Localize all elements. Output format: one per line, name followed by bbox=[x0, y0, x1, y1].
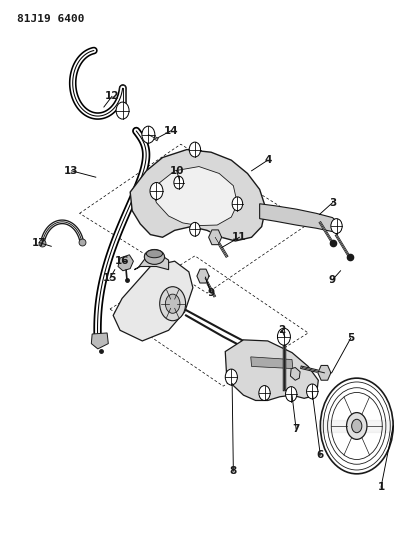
Circle shape bbox=[232, 197, 242, 211]
Circle shape bbox=[149, 182, 162, 199]
Text: 4: 4 bbox=[263, 155, 271, 165]
Text: 12: 12 bbox=[104, 91, 119, 101]
Polygon shape bbox=[91, 333, 108, 349]
Circle shape bbox=[225, 369, 237, 385]
Circle shape bbox=[159, 287, 185, 321]
Circle shape bbox=[189, 142, 200, 157]
Circle shape bbox=[346, 413, 366, 439]
Text: 3: 3 bbox=[328, 198, 335, 208]
Circle shape bbox=[189, 222, 200, 236]
Text: 11: 11 bbox=[232, 232, 246, 243]
Circle shape bbox=[330, 219, 341, 233]
Text: 1: 1 bbox=[377, 482, 384, 492]
Ellipse shape bbox=[144, 249, 164, 264]
Polygon shape bbox=[130, 150, 265, 241]
Text: 13: 13 bbox=[64, 166, 79, 176]
Polygon shape bbox=[196, 269, 209, 283]
Circle shape bbox=[258, 385, 269, 400]
Circle shape bbox=[285, 386, 296, 401]
Text: 2: 2 bbox=[277, 325, 285, 335]
Circle shape bbox=[277, 328, 290, 345]
Polygon shape bbox=[208, 230, 221, 245]
Text: 10: 10 bbox=[169, 166, 183, 176]
Polygon shape bbox=[225, 340, 318, 400]
Polygon shape bbox=[118, 255, 133, 271]
Circle shape bbox=[351, 419, 361, 433]
Polygon shape bbox=[113, 261, 192, 341]
Polygon shape bbox=[259, 204, 338, 231]
Circle shape bbox=[165, 294, 179, 313]
Text: 6: 6 bbox=[316, 450, 323, 460]
Polygon shape bbox=[290, 368, 299, 380]
Polygon shape bbox=[317, 366, 330, 380]
Text: 81J19 6400: 81J19 6400 bbox=[17, 14, 84, 24]
Text: 15: 15 bbox=[102, 273, 117, 283]
Text: 9: 9 bbox=[207, 288, 214, 298]
Circle shape bbox=[142, 126, 154, 143]
Polygon shape bbox=[250, 357, 292, 368]
Text: 9: 9 bbox=[328, 275, 335, 285]
Polygon shape bbox=[152, 166, 237, 225]
Text: 16: 16 bbox=[115, 256, 129, 266]
Polygon shape bbox=[134, 255, 168, 270]
Circle shape bbox=[116, 102, 129, 119]
Text: 5: 5 bbox=[346, 333, 354, 343]
Text: 8: 8 bbox=[229, 466, 237, 476]
Text: 17: 17 bbox=[32, 238, 46, 247]
Ellipse shape bbox=[146, 250, 162, 258]
Text: 7: 7 bbox=[292, 424, 299, 434]
Text: 14: 14 bbox=[163, 126, 177, 136]
Circle shape bbox=[173, 176, 183, 189]
Circle shape bbox=[306, 384, 317, 399]
